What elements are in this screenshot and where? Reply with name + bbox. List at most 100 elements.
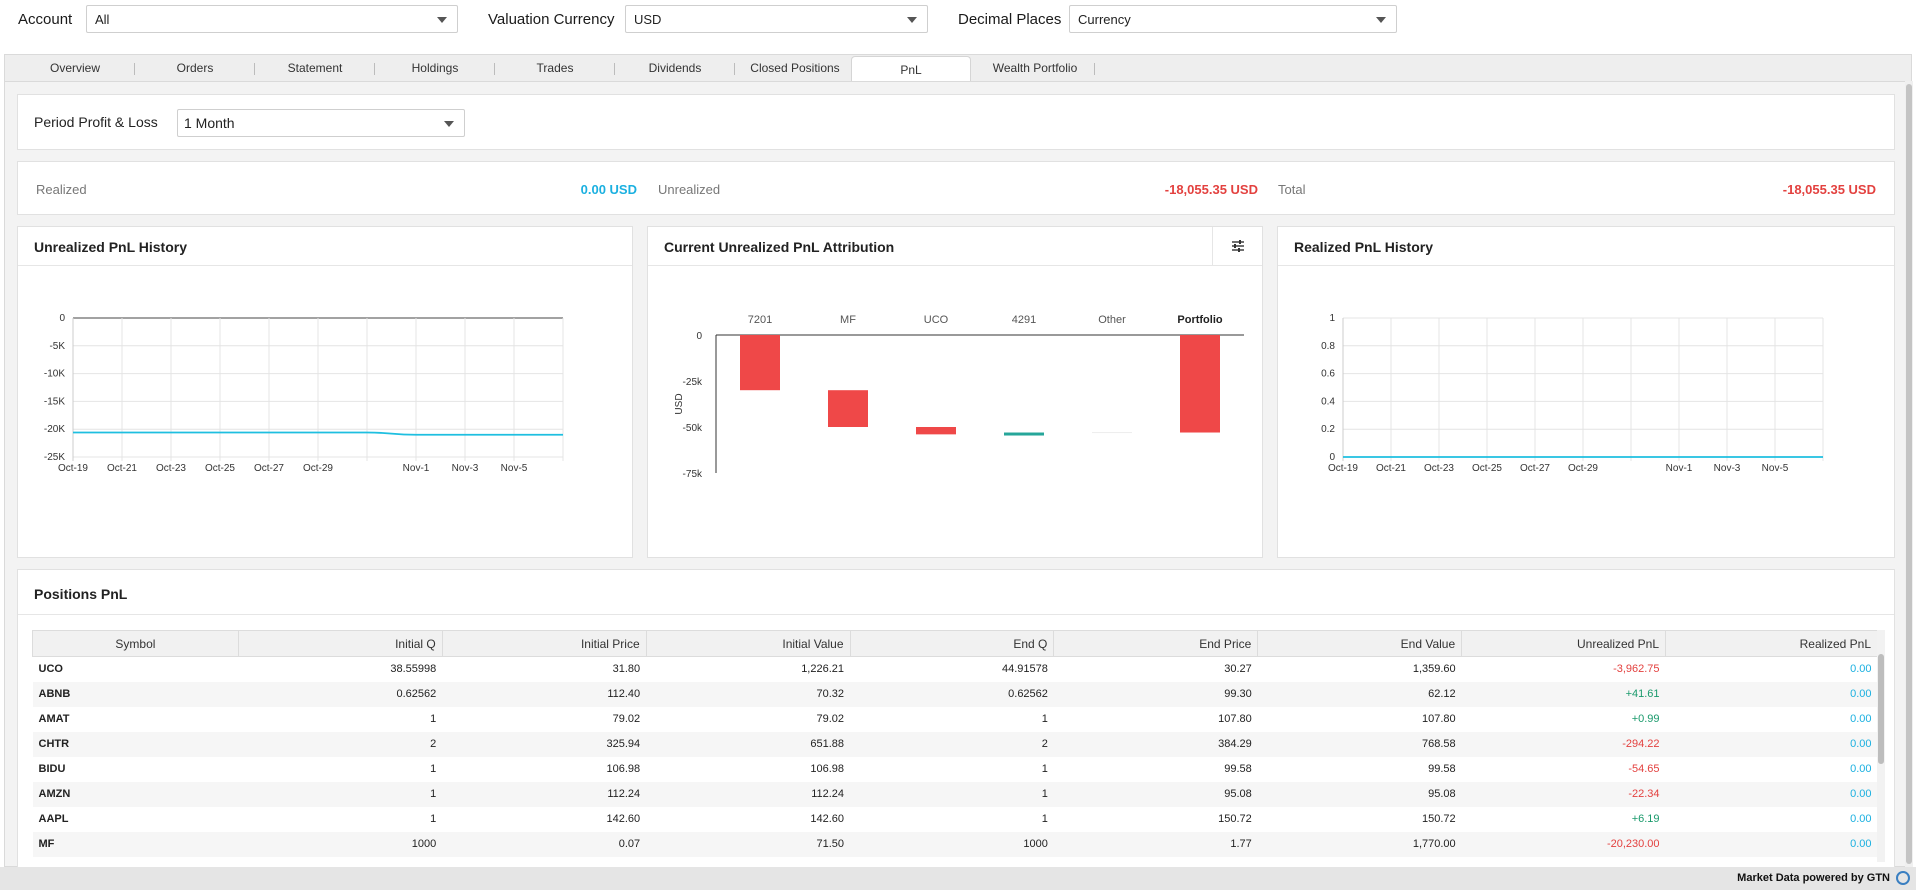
category-label: Portfolio [1177,314,1222,326]
x-tick-label: Nov-5 [1762,463,1789,474]
table-cell: 1 [430,763,437,775]
tab-wealth-portfolio[interactable]: Wealth Portfolio [975,55,1095,82]
category-label: UCO [924,314,949,326]
table-cell: 107.80 [1218,713,1252,725]
realized-history-panel: Realized PnL History 1 0.8 0.6 0.4 0.2 0 Oct-1… [1277,226,1895,558]
bar-Other [1092,432,1132,434]
x-tick-label: Oct-19 [58,463,88,474]
realized-label: Realized [36,182,87,197]
table-cell: AMZN [32,781,239,807]
table-row[interactable]: AAPL 1 142.60 142.60 1 150.72 150.72 +6.19 0.00 [33,807,1878,832]
gtn-logo-icon [1896,871,1910,885]
table-cell: +41.61 [1461,681,1666,707]
x-tick-label: Nov-3 [452,463,479,474]
col-end-value[interactable]: End Value [1257,630,1463,657]
period-select[interactable]: 1 Month [177,109,465,137]
table-cell: -294.22 [1461,731,1666,757]
table-scrollbar[interactable] [1878,654,1884,764]
unrealized-value: -18,055.35 USD [1164,182,1258,197]
table-row[interactable]: UCO 38.55998 31.80 1,226.21 44.91578 30.27 1,3… [33,657,1878,682]
currency-select-value: USD [634,12,662,27]
decimal-select[interactable]: Currency [1069,5,1397,33]
y-tick-label: -25k [683,377,703,388]
attribution-panel: Current Unrealized PnL Attribution 0 -25k… [647,226,1263,558]
col-symbol[interactable]: Symbol [32,630,239,657]
bar-MF [828,390,868,427]
table-cell: 0.00 [1665,731,1878,757]
table-cell: 0.00 [1665,831,1878,857]
table-row[interactable]: AMZN 1 112.24 112.24 1 95.08 95.08 -22.34 0.00 [32,781,1878,807]
positions-panel: Positions PnL Symbol Initial Q Initial P… [17,569,1895,868]
table-cell: 1.77 [1053,831,1258,857]
table-cell: -3,962.75 [1613,663,1660,676]
category-label: MF [840,314,856,326]
tab-pnl[interactable]: PnL [851,56,971,83]
table-cell: 1 [850,781,1054,807]
table-cell: 79.02 [816,713,845,725]
currency-label: Valuation Currency [488,11,615,28]
y-tick-label: 0.2 [1321,424,1335,435]
col-end-price[interactable]: End Price [1053,630,1259,657]
realized-value: 0.00 USD [580,182,637,197]
account-select[interactable]: All [86,5,458,33]
tab-statement[interactable]: Statement [255,55,375,82]
tab-orders[interactable]: Orders [135,55,255,82]
summary-panel: Realized 0.00 USD Unrealized -18,055.35 … [17,161,1895,215]
col-initial-price[interactable]: Initial Price [441,630,647,657]
col-end-q[interactable]: End Q [849,630,1055,657]
col-unrealized-pnl[interactable]: Unrealized PnL [1461,630,1667,657]
table-cell: BIDU [38,763,66,775]
table-cell: 44.91578 [1002,663,1048,676]
tab-trades[interactable]: Trades [495,55,615,82]
table-row[interactable]: CHTR 2 325.94 651.88 2 384.29 768.58 -294.22 0.0… [32,731,1878,757]
period-select-value: 1 Month [184,115,235,131]
table-cell: 1 [1041,713,1048,725]
table-cell: UCO [38,663,63,676]
x-tick-label: Oct-25 [205,463,235,474]
table-header-row: Symbol Initial Q Initial Price Initial V… [32,630,1878,657]
table-cell: 95.08 [1053,781,1258,807]
table-cell: 62.12 [1257,681,1462,707]
tab-overview[interactable]: Overview [15,55,135,82]
table-row[interactable]: MF 1000 0.07 71.50 1000 1.77 1,770.00 -20,230.0… [32,831,1878,857]
col-realized-pnl[interactable]: Realized PnL [1665,630,1878,657]
chevron-down-icon [1376,17,1386,23]
table-cell: 79.02 [612,713,641,725]
x-tick-label: Nov-5 [501,463,528,474]
x-tick-label: Oct-19 [1328,463,1358,474]
tab-closed-positions[interactable]: Closed Positions [750,61,840,75]
table-cell: 1000 [850,831,1054,857]
table-cell: 0.62562 [850,681,1054,707]
chevron-down-icon [907,17,917,23]
decimal-select-value: Currency [1078,12,1131,27]
col-initial-value[interactable]: Initial Value [645,630,851,657]
table-cell: 768.58 [1257,731,1462,757]
table-cell: MF [32,831,239,857]
table-cell: 142.60 [606,813,641,825]
sliders-icon[interactable] [1229,238,1247,254]
x-tick-label: Oct-27 [1520,463,1550,474]
x-tick-label: Oct-27 [254,463,284,474]
col-initial-q[interactable]: Initial Q [237,630,443,657]
chevron-down-icon [437,17,447,23]
currency-select[interactable]: USD [625,5,928,33]
page-scrollbar-thumb[interactable] [1906,84,1912,864]
table-cell: 0.00 [1850,813,1872,825]
positions-table: Symbol Initial Q Initial Price Initial V… [32,630,1878,857]
category-label: 7201 [748,314,772,326]
table-cell: 95.08 [1257,781,1462,807]
table-cell: CHTR [32,731,239,757]
tab-dividends[interactable]: Dividends [615,55,735,82]
tab-holdings[interactable]: Holdings [375,55,495,82]
table-row[interactable]: ABNB 0.62562 112.40 70.32 0.62562 99.30 62.12 +… [32,681,1878,707]
table-cell: 2 [850,731,1054,757]
table-row[interactable]: BIDU 1 106.98 106.98 1 99.58 99.58 -54.65 0.00 [33,757,1878,782]
table-row[interactable]: AMAT 1 79.02 79.02 1 107.80 107.80 +0.99 0.00 [33,707,1878,732]
y-tick-label: -75k [683,469,703,480]
unrealized-label: Unrealized [658,182,721,197]
pnl-content: Period Profit & Loss 1 Month Realized 0.… [4,81,1912,868]
table-cell: 1 [430,713,437,725]
attribution-title: Current Unrealized PnL Attribution [664,239,895,255]
table-cell: 384.29 [1053,731,1258,757]
table-cell: 150.72 [1422,813,1456,825]
